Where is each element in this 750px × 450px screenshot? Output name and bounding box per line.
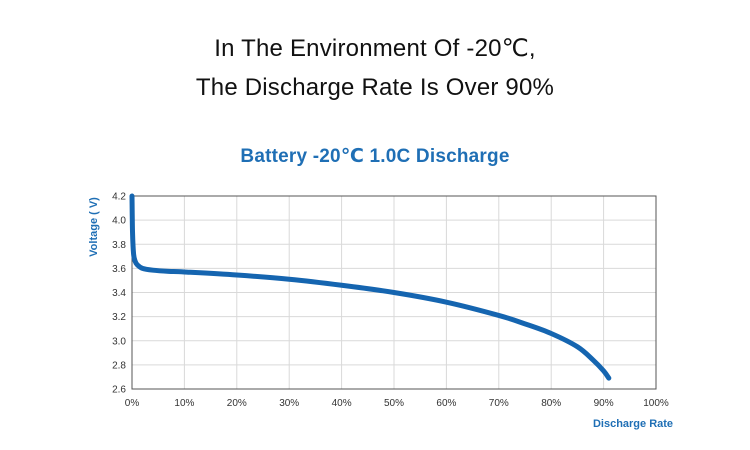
y-tick-label: 3.2 xyxy=(112,312,126,323)
y-tick-label: 3.6 xyxy=(112,264,126,275)
plot-frame xyxy=(131,195,657,390)
x-axis-ticks: 0% 10% 20% 30% 40% 50% 60% 70% 80% 90% 100% xyxy=(125,398,669,409)
y-tick-label: 3.4 xyxy=(112,288,126,299)
x-tick-label: 50% xyxy=(384,398,404,409)
y-tick-label: 3.0 xyxy=(112,336,126,347)
y-tick-label: 2.8 xyxy=(112,360,126,371)
x-axis-title: Discharge Rate xyxy=(593,418,673,430)
headline-line-2: The Discharge Rate Is Over 90% xyxy=(195,74,555,101)
headline-line-1: In The Environment Of -20℃, xyxy=(214,35,536,62)
x-tick-label: 70% xyxy=(489,398,509,409)
discharge-curve xyxy=(129,193,612,381)
x-tick-label: 100% xyxy=(643,398,669,409)
x-tick-label: 80% xyxy=(541,398,561,409)
x-tick-label: 20% xyxy=(227,398,247,409)
x-tick-label: 40% xyxy=(332,398,352,409)
y-tick-label: 2.6 xyxy=(112,385,126,396)
chart-title: Battery -20℃ 1.0C Discharge xyxy=(240,146,510,167)
x-tick-label: 10% xyxy=(174,398,194,409)
y-tick-label: 4.0 xyxy=(112,216,126,227)
x-tick-label: 60% xyxy=(436,398,456,409)
x-tick-label: 30% xyxy=(279,398,299,409)
y-axis-ticks: 2.6 2.8 3.0 3.2 3.4 3.6 3.8 4.0 4.2 xyxy=(112,192,126,396)
x-tick-label: 90% xyxy=(594,398,614,409)
y-axis-title: Voltage ( V) xyxy=(88,197,100,257)
y-tick-label: 4.2 xyxy=(112,192,126,203)
y-tick-label: 3.8 xyxy=(112,240,126,251)
x-tick-label: 0% xyxy=(125,398,140,409)
